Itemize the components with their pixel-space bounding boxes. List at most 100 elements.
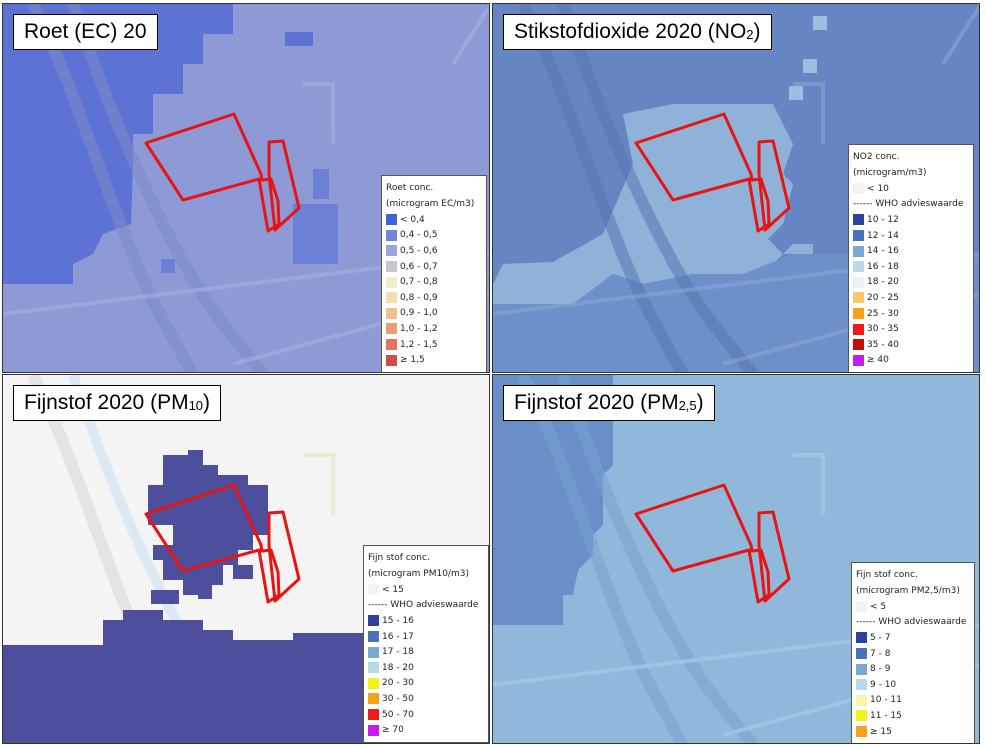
legend-item: 5 - 7 <box>856 630 970 646</box>
legend-classes: 10 - 12 12 - 14 14 - 16 16 - 18 18 - 20 20 - … <box>853 212 969 368</box>
legend-item: 0,7 - 0,8 <box>386 274 482 290</box>
legend-item: 0,6 - 0,7 <box>386 259 482 275</box>
legend-title: Fijn stof conc. <box>368 553 430 563</box>
legend-swatch <box>856 710 867 722</box>
legend-item: 25 - 30 <box>853 306 969 322</box>
legend-note: ------ WHO advieswaarde <box>853 198 964 209</box>
legend-swatch <box>853 308 864 320</box>
legend-swatch <box>386 292 397 304</box>
panel-title-no2: Stikstofdioxide 2020 (NO2) <box>503 14 772 50</box>
legend-swatch <box>853 245 864 257</box>
legend-label: 20 - 25 <box>867 292 899 303</box>
legend-swatch <box>368 693 379 705</box>
legend-label: ≥ 40 <box>867 355 889 366</box>
legend-swatch <box>386 229 397 241</box>
legend-label: ≥ 1,5 <box>400 355 425 366</box>
legend-label: ≥ 70 <box>382 725 404 736</box>
legend-swatch <box>386 261 397 273</box>
legend-label: 0,5 - 0,6 <box>400 245 438 256</box>
panel-title-ec: Roet (EC) 20 <box>13 14 158 50</box>
legend-item: 0,4 - 0,5 <box>386 228 482 244</box>
legend-pm10: Fijn stof conc. (microgram PM10/m3) < 15… <box>363 545 489 743</box>
legend-below: < 10 <box>853 181 969 197</box>
legend-swatch <box>386 276 397 288</box>
legend-item: 50 - 70 <box>368 707 484 723</box>
panel-pm25: Fijnstof 2020 (PM2,5) Fijn stof conc. (m… <box>492 374 980 744</box>
legend-item: 0,5 - 0,6 <box>386 243 482 259</box>
panel-ec: Roet (EC) 20 Roet conc. (microgram EC/m3… <box>2 3 490 373</box>
legend-label: 0,9 - 1,0 <box>400 308 438 319</box>
legend-label: < 0,4 <box>400 214 425 225</box>
legend-item: 30 - 35 <box>853 321 969 337</box>
legend-item: 0,8 - 0,9 <box>386 290 482 306</box>
legend-item: 12 - 14 <box>853 228 969 244</box>
legend-label: 17 - 18 <box>382 647 414 658</box>
legend-item: 30 - 50 <box>368 691 484 707</box>
legend-swatch <box>853 339 864 351</box>
legend-swatch <box>856 726 867 738</box>
legend-unit: (microgram PM2,5/m3) <box>856 586 960 596</box>
legend-label: 1,0 - 1,2 <box>400 323 438 334</box>
legend-swatch <box>368 709 379 721</box>
legend-unit: (microgram PM10/m3) <box>368 569 469 579</box>
legend-item: 16 - 17 <box>368 629 484 645</box>
legend-label: 14 - 16 <box>867 246 899 257</box>
legend-swatch <box>856 648 867 660</box>
legend-item: ≥ 70 <box>368 722 484 738</box>
legend-pm25: Fijn stof conc. (microgram PM2,5/m3) < 5… <box>851 562 975 743</box>
legend-swatch <box>853 354 864 366</box>
legend-item: ≥ 1,5 <box>386 352 482 368</box>
legend-item: 18 - 20 <box>853 275 969 291</box>
legend-note: ------ WHO advieswaarde <box>368 599 479 610</box>
legend-swatch <box>386 245 397 257</box>
legend-below: < 5 <box>856 599 970 615</box>
legend-label: 1,2 - 1,5 <box>400 339 438 350</box>
legend-swatch <box>386 323 397 335</box>
plan-area-no2 <box>634 112 791 233</box>
legend-swatch <box>386 354 397 366</box>
legend-swatch <box>853 214 864 226</box>
legend-swatch <box>856 632 867 644</box>
legend-swatch <box>368 646 379 658</box>
legend-item: ≥ 40 <box>853 353 969 369</box>
legend-label: ≥ 15 <box>870 726 892 737</box>
legend-item: 17 - 18 <box>368 644 484 660</box>
legend-swatch <box>368 724 379 736</box>
legend-item: 15 - 16 <box>368 613 484 629</box>
legend-item: 1,2 - 1,5 <box>386 337 482 353</box>
legend-label: 16 - 17 <box>382 631 414 642</box>
legend-label: 35 - 40 <box>867 339 899 350</box>
legend-label: 11 - 15 <box>870 710 902 721</box>
legend-label: 25 - 30 <box>867 308 899 319</box>
legend-title: Fijn stof conc. <box>856 570 918 580</box>
legend-label: 0,7 - 0,8 <box>400 277 438 288</box>
legend-swatch <box>386 307 397 319</box>
legend-label: 0,8 - 0,9 <box>400 292 438 303</box>
legend-item: 7 - 8 <box>856 646 970 662</box>
legend-swatch <box>853 261 864 273</box>
plan-area-pm10 <box>144 483 301 604</box>
plan-area-ec <box>144 112 301 233</box>
legend-label: 7 - 8 <box>870 648 891 659</box>
legend-label: 18 - 20 <box>382 662 414 673</box>
panel-title-pm10: Fijnstof 2020 (PM10) <box>13 385 222 421</box>
legend-label: 16 - 18 <box>867 261 899 272</box>
legend-label: 10 - 12 <box>867 214 899 225</box>
legend-label: 30 - 50 <box>382 693 414 704</box>
legend-note: ------ WHO advieswaarde <box>856 616 967 627</box>
legend-label: 8 - 9 <box>870 664 891 675</box>
legend-classes: < 0,4 0,4 - 0,5 0,5 - 0,6 0,6 - 0,7 0,7 - 0,… <box>386 212 482 368</box>
legend-swatch <box>368 631 379 643</box>
legend-unit: (microgram EC/m3) <box>386 199 475 209</box>
legend-below: < 15 <box>368 582 484 598</box>
legend-swatch <box>856 679 867 691</box>
legend-label: 18 - 20 <box>867 277 899 288</box>
legend-swatch <box>386 214 397 226</box>
legend-label: 20 - 30 <box>382 678 414 689</box>
legend-label: 12 - 14 <box>867 230 899 241</box>
panel-pm10: Fijnstof 2020 (PM10) Fijn stof conc. (mi… <box>2 374 490 744</box>
legend-swatch <box>368 615 379 627</box>
legend-item: 20 - 25 <box>853 290 969 306</box>
legend-item: 14 - 16 <box>853 243 969 259</box>
